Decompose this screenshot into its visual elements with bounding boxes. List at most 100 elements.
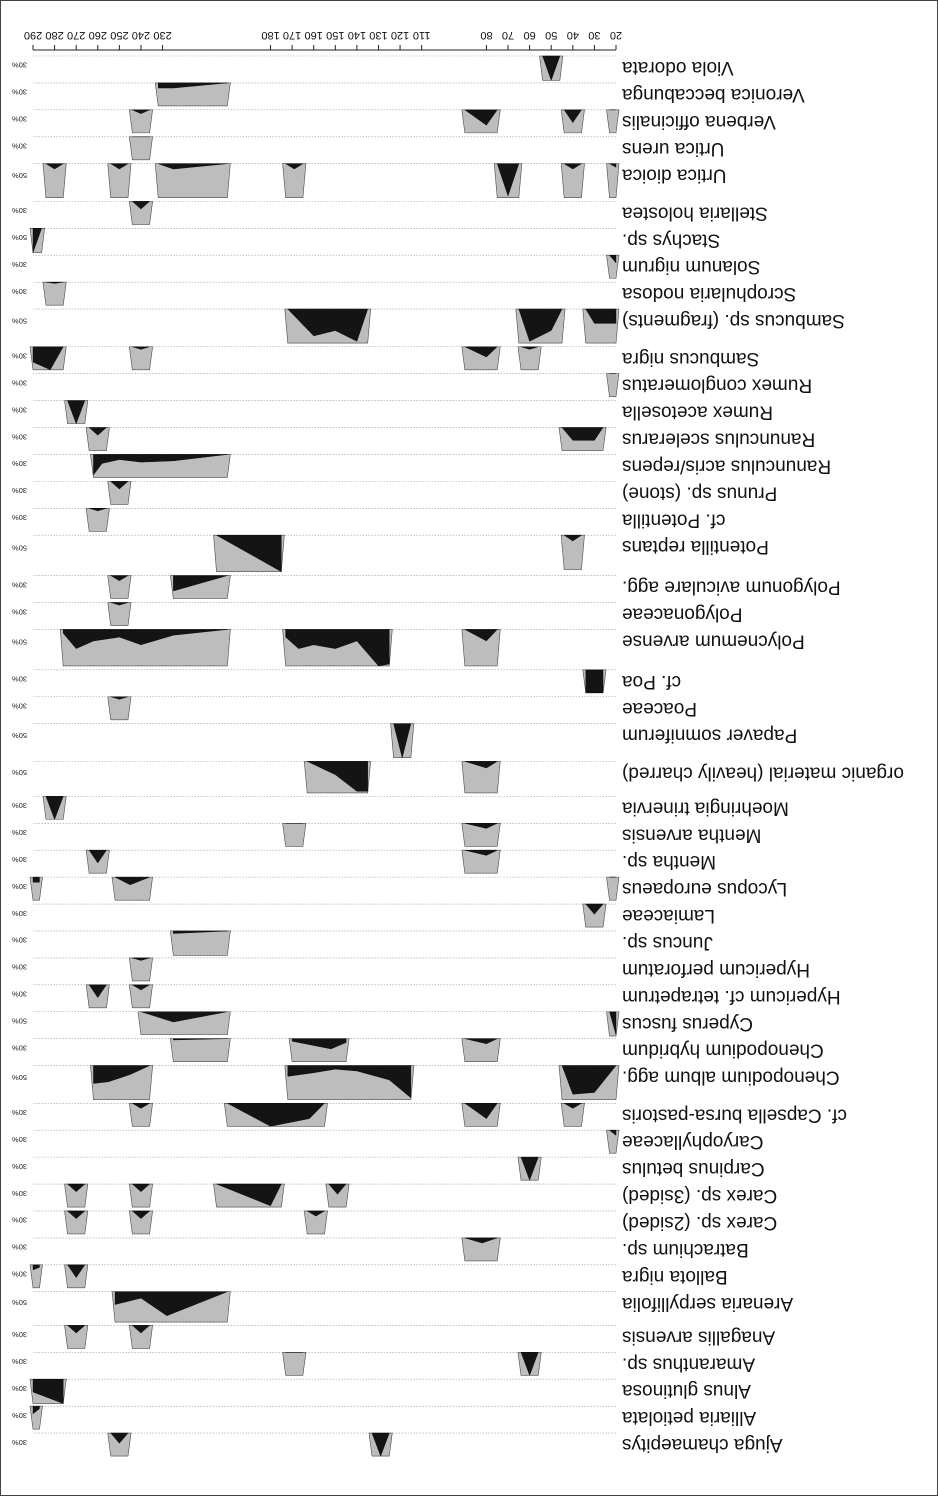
- taxon-row: 30% Hypericum perforatum: [12, 957, 810, 982]
- x-tick-label: 140: [348, 29, 366, 41]
- scale-label: 50%: [12, 1073, 27, 1082]
- taxon-label: Caryophyllaceae: [622, 1131, 764, 1152]
- value-area: [45, 163, 64, 170]
- value-area: [110, 1432, 129, 1444]
- x-tick-label: 240: [132, 29, 150, 41]
- value-area: [131, 1325, 151, 1334]
- value-area: [89, 508, 107, 512]
- envelope-area: [606, 163, 620, 199]
- taxon-row: 30% Juncus sp.: [12, 930, 713, 956]
- scale-label: 30%: [12, 287, 27, 296]
- value-area: [216, 1183, 282, 1207]
- taxon-label: Stellaria holostea: [622, 202, 768, 223]
- taxon-row: 50% Potentilla reptans: [12, 534, 769, 573]
- value-area: [563, 163, 583, 170]
- value-area: [464, 1237, 498, 1244]
- scale-label: 30%: [12, 580, 27, 589]
- taxon-row: 30% Carpinus betulus: [12, 1156, 765, 1181]
- taxon-row: 30% Moehringia trinervia: [12, 796, 789, 820]
- x-tick-label: 250: [110, 29, 128, 41]
- scale-label: 30%: [12, 936, 27, 945]
- scale-label: 30%: [12, 882, 27, 891]
- taxon-label: Solanum nigrum: [622, 256, 760, 277]
- taxon-row: 30% Veronica beccabunga: [12, 82, 805, 107]
- value-area: [110, 163, 129, 170]
- value-area: [173, 1038, 228, 1041]
- x-tick-label: 230: [153, 29, 171, 41]
- taxon-row: 30% Viola odorata: [12, 55, 734, 81]
- value-area: [563, 109, 582, 123]
- taxon-label: Scrophularia nodosa: [622, 283, 797, 304]
- scale-label: 30%: [12, 607, 27, 616]
- value-area: [215, 535, 282, 573]
- scale-label: 30%: [12, 141, 27, 150]
- taxon-label: Rumex acetosella: [622, 402, 773, 423]
- scale-label: 30%: [12, 206, 27, 215]
- taxon-label: Amaranthus sp.: [622, 1353, 755, 1374]
- envelope-area: [282, 1352, 307, 1376]
- scale-label: 50%: [12, 1016, 27, 1025]
- scale-label: 30%: [12, 1108, 27, 1117]
- taxon-row: 50% Sambucus sp. (fragments): [12, 308, 845, 344]
- scale-label: 30%: [12, 963, 27, 972]
- value-area: [132, 109, 150, 114]
- taxon-row: 30% Poaceae: [12, 696, 697, 721]
- envelope-area: [606, 109, 620, 134]
- value-area: [464, 761, 498, 769]
- x-tick-label: 20: [610, 29, 622, 41]
- taxon-row: 30% Lamiaceae: [12, 903, 715, 928]
- scale-label: 30%: [12, 459, 27, 468]
- value-area: [45, 281, 64, 284]
- value-area: [67, 400, 86, 425]
- taxon-label: Anagallis arvensis: [622, 1326, 775, 1347]
- taxon-label: Polycnemum arvense: [622, 630, 805, 651]
- value-area: [131, 984, 151, 991]
- x-tick-label: 260: [89, 29, 107, 41]
- value-area: [88, 850, 107, 864]
- taxon-label: Chenopodium hybridum: [622, 1040, 824, 1061]
- scale-label: 30%: [12, 855, 27, 864]
- value-area: [328, 1183, 347, 1195]
- value-area: [32, 876, 40, 883]
- envelope-area: [85, 507, 110, 532]
- scale-label: 30%: [12, 1189, 27, 1198]
- taxon-row: 30% Amaranthus sp.: [12, 1352, 755, 1376]
- taxon-label: Hypericum perforatum: [622, 959, 810, 980]
- scale-label: 30%: [12, 61, 27, 70]
- taxon-label: cf. Poa: [622, 671, 682, 692]
- value-area: [291, 1038, 347, 1050]
- scale-label: 30%: [12, 828, 27, 837]
- value-area: [32, 346, 64, 371]
- scale-label: 30%: [12, 1270, 27, 1279]
- taxon-row: 50% Polycnemum arvense: [12, 629, 805, 667]
- value-area: [32, 228, 42, 253]
- taxon-label: Ajuga chamaepitys: [622, 1434, 783, 1455]
- taxon-row: 30% cf. Capsella bursa-pastoris: [12, 1102, 847, 1127]
- value-area: [131, 1210, 151, 1219]
- taxon-row: 30% cf. Potentilla: [12, 507, 726, 532]
- scale-label: 30%: [12, 1216, 27, 1225]
- value-area: [608, 1130, 617, 1136]
- value-area: [520, 1352, 539, 1376]
- taxon-row: 30% Alliaria petiolata: [12, 1405, 757, 1430]
- value-area: [110, 575, 129, 581]
- taxon-label: Alliaria petiolata: [622, 1407, 757, 1428]
- taxon-row: 30% Rumex acetosella: [12, 400, 773, 425]
- value-area: [173, 575, 228, 592]
- taxon-row: 30% Rumex conglomeratus: [12, 373, 812, 398]
- value-area: [609, 255, 617, 264]
- value-area: [287, 1065, 412, 1099]
- taxon-row: 50% Chenopodium album agg.: [12, 1065, 840, 1100]
- taxon-row: 30% Ranunculus acris/repens: [12, 454, 831, 478]
- scale-label: 30%: [12, 1438, 27, 1447]
- x-tick-label: 130: [369, 29, 387, 41]
- value-area: [518, 308, 563, 342]
- taxon-label: Mentha sp.: [622, 851, 716, 872]
- value-area: [284, 163, 304, 170]
- value-area: [67, 1325, 86, 1334]
- taxon-row: 50% Stachys sp.: [12, 228, 720, 253]
- taxon-label: Carpinus betulus: [622, 1158, 765, 1179]
- value-area: [158, 82, 228, 89]
- taxon-label: Viola odorata: [622, 57, 734, 78]
